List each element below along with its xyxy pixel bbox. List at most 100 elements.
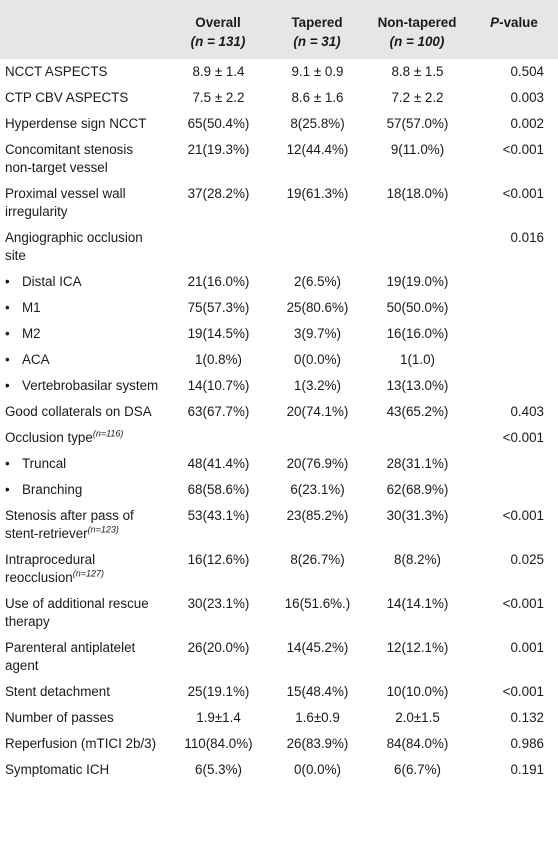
row-label-cell: • Branching: [0, 477, 166, 503]
value-non-tapered: 9(11.0%): [390, 142, 445, 157]
value-p: 0.025: [510, 552, 544, 567]
table-row: Stenosis after pass of stent-retriever(n…: [0, 503, 558, 547]
row-label-cell: Angiographic occlusion site: [0, 225, 166, 269]
value-tapered: 26(83.9%): [286, 736, 349, 751]
row-label: Vertebrobasilar system: [22, 378, 159, 393]
row-label: Angiographic occlusion site: [5, 230, 143, 263]
header-p-rest: -value: [499, 15, 538, 30]
row-label-cell: • Vertebrobasilar system: [0, 373, 166, 399]
value-overall: [166, 425, 270, 451]
value-tapered: 20(74.1%): [286, 404, 349, 419]
row-label: Concomitant stenosis non-target vessel: [5, 142, 134, 175]
value-p: <0.001: [502, 508, 544, 523]
table-header-row: Overall (n = 131) Tapered (n = 31) Non-t…: [0, 0, 558, 59]
row-label: Parenteral antiplatelet agent: [5, 640, 136, 673]
row-label-cell: NCCT ASPECTS: [0, 59, 166, 85]
table-row: Angiographic occlusion site 0.016: [0, 225, 558, 269]
value-tapered: 0(0.0%): [294, 762, 341, 777]
row-label-superscript: (n=116): [92, 428, 124, 439]
value-tapered: 3(9.7%): [294, 326, 341, 341]
bullet-icon: •: [5, 274, 10, 289]
value-non-tapered: 2.0±1.5: [395, 710, 440, 725]
value-tapered: 2(6.5%): [294, 274, 341, 289]
row-label-cell: Stenosis after pass of stent-retriever(n…: [0, 503, 166, 547]
row-label-superscript: (n=127): [72, 568, 105, 579]
header-non-tapered-n: (n = 100): [389, 34, 445, 49]
value-tapered: 1(3.2%): [294, 378, 341, 393]
header-overall: Overall (n = 131): [166, 0, 270, 59]
value-overall: 21(16.0%): [187, 274, 250, 289]
row-label: Truncal: [22, 456, 67, 471]
table-row: • Branching 68(58.6%) 6(23.1%) 62(68.9%): [0, 477, 558, 503]
row-label-cell: Good collaterals on DSA: [0, 399, 166, 425]
value-p: [470, 477, 558, 503]
value-overall: 8.9 ± 1.4: [192, 64, 245, 79]
table-row: Intraprocedural reocclusion(n=127) 16(12.…: [0, 547, 558, 591]
table-row: Hyperdense sign NCCT 65(50.4%) 8(25.8%) 57(…: [0, 111, 558, 137]
value-tapered: 8(26.7%): [290, 552, 345, 567]
value-p: [470, 347, 558, 373]
row-label: Good collaterals on DSA: [5, 404, 152, 419]
value-tapered: 12(44.4%): [286, 142, 349, 157]
table-row: • Distal ICA 21(16.0%) 2(6.5%) 19(19.0%): [0, 269, 558, 295]
row-label-cell: Reperfusion (mTICI 2b/3): [0, 731, 166, 757]
header-overall-n: (n = 131): [190, 34, 246, 49]
bullet-icon: •: [5, 326, 10, 341]
value-tapered: [270, 425, 364, 451]
value-non-tapered: 14(14.1%): [386, 596, 449, 611]
value-overall: 1.9±1.4: [196, 710, 241, 725]
table-row: Parenteral antiplatelet agent 26(20.0%) 14…: [0, 635, 558, 679]
value-overall: 19(14.5%): [187, 326, 250, 341]
value-overall: 25(19.1%): [187, 684, 250, 699]
value-p: <0.001: [502, 684, 544, 699]
value-non-tapered: 13(13.0%): [386, 378, 449, 393]
header-blank: [0, 0, 166, 59]
value-overall: 37(28.2%): [187, 186, 250, 201]
value-p: <0.001: [502, 186, 544, 201]
value-overall: 16(12.6%): [187, 552, 250, 567]
table-row: Use of additional rescue therapy 30(23.1%…: [0, 591, 558, 635]
value-non-tapered: [364, 425, 470, 451]
table-row: Proximal vessel wall irregularity 37(28.2…: [0, 181, 558, 225]
row-label-superscript: (n=123): [87, 524, 119, 535]
value-overall: 30(23.1%): [187, 596, 250, 611]
value-tapered: 20(76.9%): [286, 456, 349, 471]
value-non-tapered: 12(12.1%): [386, 640, 449, 655]
value-overall: 1(0.8%): [195, 352, 242, 367]
value-p: 0.403: [510, 404, 544, 419]
value-p: <0.001: [502, 596, 544, 611]
row-label: Distal ICA: [22, 274, 82, 289]
row-label: Branching: [22, 482, 83, 497]
row-label: Reperfusion (mTICI 2b/3): [5, 736, 157, 751]
table-row: • M2 19(14.5%) 3(9.7%) 16(16.0%): [0, 321, 558, 347]
value-p: 0.504: [510, 64, 544, 79]
value-tapered: 8(25.8%): [290, 116, 345, 131]
row-label-cell: Parenteral antiplatelet agent: [0, 635, 166, 679]
row-label-cell: • M1: [0, 295, 166, 321]
row-label: Stent detachment: [5, 684, 110, 699]
value-non-tapered: 10(10.0%): [386, 684, 449, 699]
row-label-cell: Concomitant stenosis non-target vessel: [0, 137, 166, 181]
value-tapered: 16(51.6%.): [284, 596, 351, 611]
row-label-cell: • M2: [0, 321, 166, 347]
header-tapered-label: Tapered: [291, 15, 343, 30]
header-overall-label: Overall: [195, 15, 241, 30]
value-tapered: 14(45.2%): [286, 640, 349, 655]
row-label: CTP CBV ASPECTS: [5, 90, 129, 105]
value-overall: 75(57.3%): [187, 300, 250, 315]
table-row: • ACA 1(0.8%) 0(0.0%) 1(1.0): [0, 347, 558, 373]
value-tapered: 8.6 ± 1.6: [291, 90, 344, 105]
bullet-icon: •: [5, 378, 10, 393]
bullet-icon: •: [5, 352, 10, 367]
value-non-tapered: 28(31.1%): [386, 456, 449, 471]
row-label: ACA: [22, 352, 50, 367]
value-non-tapered: [364, 225, 470, 269]
header-p-value: P-value: [470, 0, 558, 59]
row-label-cell: • Distal ICA: [0, 269, 166, 295]
value-p: 0.191: [510, 762, 544, 777]
row-label-cell: Occlusion type(n=116): [0, 425, 166, 451]
table-row: Reperfusion (mTICI 2b/3) 110(84.0%) 26(83.…: [0, 731, 558, 757]
value-p: 0.002: [510, 116, 544, 131]
value-overall: 7.5 ± 2.2: [192, 90, 245, 105]
row-label-cell: Use of additional rescue therapy: [0, 591, 166, 635]
